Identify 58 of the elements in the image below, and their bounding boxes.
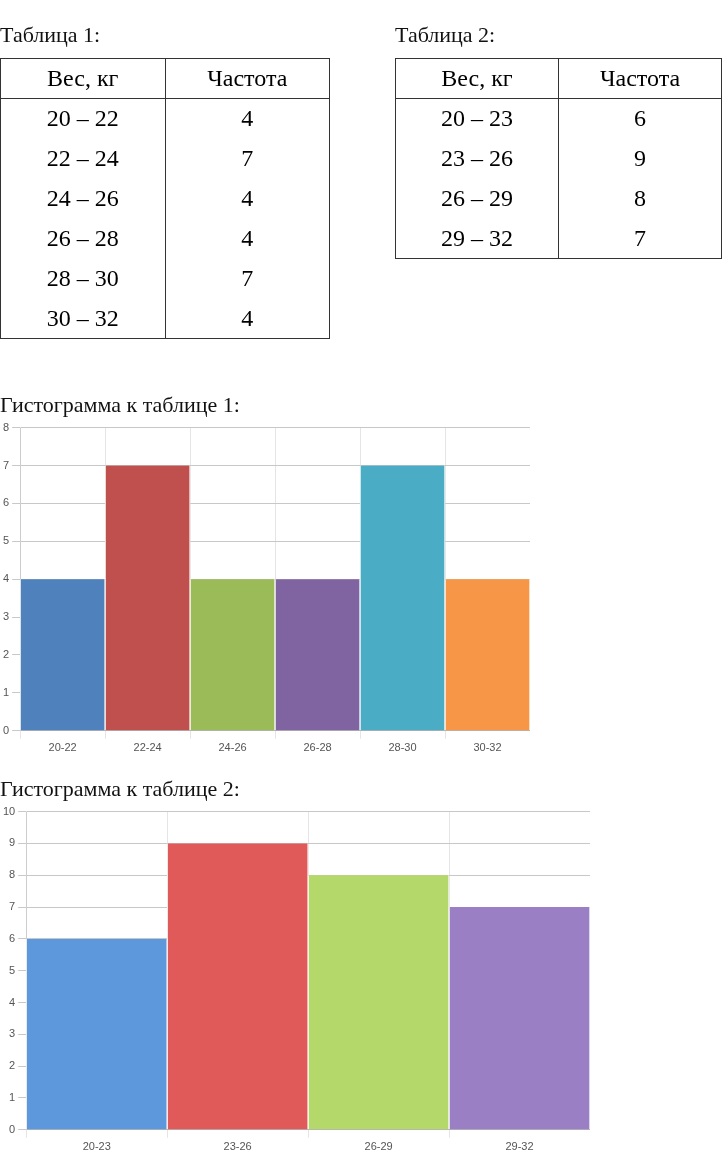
data-label: 7 (558, 218, 722, 259)
x-tick-label: 30-32 (473, 741, 502, 754)
y-tick-label: 5 (2, 534, 10, 547)
y-tick-label: 0 (9, 1122, 16, 1135)
y-tick-label: 6 (2, 496, 10, 509)
x-tick-label: 22-24 (133, 741, 162, 754)
x-tick-label: 28-30 (388, 741, 417, 754)
x-tick-label: 26-28 (303, 741, 332, 754)
data-label: 4 (165, 178, 330, 219)
y-tick-label: 0 (2, 723, 10, 736)
x-tick-label: 26-29 (364, 1140, 393, 1153)
category-label: 20 – 22 (0, 98, 165, 139)
category-label: 23 – 26 (395, 138, 559, 179)
data-label: 4 (165, 218, 330, 259)
y-tick-label: 3 (9, 1027, 16, 1040)
category-label: 24 – 26 (0, 178, 165, 219)
x-tick-label: 29-32 (505, 1140, 534, 1153)
text: Вес, кг (395, 58, 559, 99)
y-tick-label: 8 (2, 420, 10, 433)
y-tick-label: 1 (2, 685, 10, 698)
y-tick-label: 9 (9, 836, 16, 849)
x-tick-label: 23-26 (223, 1140, 252, 1153)
chart-title: Гистограмма к таблице 2: (0, 776, 241, 802)
chart-title: Гистограмма к таблице 1: (0, 392, 241, 418)
text: Вес, кг (0, 58, 165, 99)
y-tick-label: 2 (2, 648, 10, 661)
text: Частота (165, 58, 330, 99)
x-tick-label: 20-23 (82, 1140, 111, 1153)
y-tick-label: 7 (2, 458, 10, 471)
y-tick-label: 2 (9, 1059, 16, 1072)
data-label: 4 (165, 98, 330, 139)
text: Частота (558, 58, 722, 99)
y-tick-label: 7 (9, 900, 16, 913)
y-tick-label: 4 (2, 572, 10, 585)
data-label: 7 (165, 258, 330, 299)
data-label: 7 (165, 138, 330, 179)
y-tick-label: 4 (9, 995, 16, 1008)
category-label: 26 – 28 (0, 218, 165, 259)
category-label: 22 – 24 (0, 138, 165, 179)
category-label: 28 – 30 (0, 258, 165, 299)
category-label: 20 – 23 (395, 98, 559, 139)
text: Таблица 1: (0, 22, 102, 48)
y-tick-label: 6 (9, 931, 16, 944)
category-label: 30 – 32 (0, 298, 165, 339)
data-label: 6 (558, 98, 722, 139)
y-tick-label: 5 (9, 963, 16, 976)
category-label: 29 – 32 (395, 218, 559, 259)
data-label: 4 (165, 298, 330, 339)
x-tick-label: 24-26 (218, 741, 247, 754)
y-tick-label: 1 (9, 1091, 16, 1104)
data-label: 8 (558, 178, 722, 219)
category-label: 26 – 29 (395, 178, 559, 219)
y-tick-label: 3 (2, 610, 10, 623)
x-tick-label: 20-22 (48, 741, 77, 754)
y-tick-label: 10 (2, 804, 16, 817)
data-label: 9 (558, 138, 722, 179)
y-tick-label: 8 (9, 868, 16, 881)
text: Таблица 2: (395, 22, 497, 48)
